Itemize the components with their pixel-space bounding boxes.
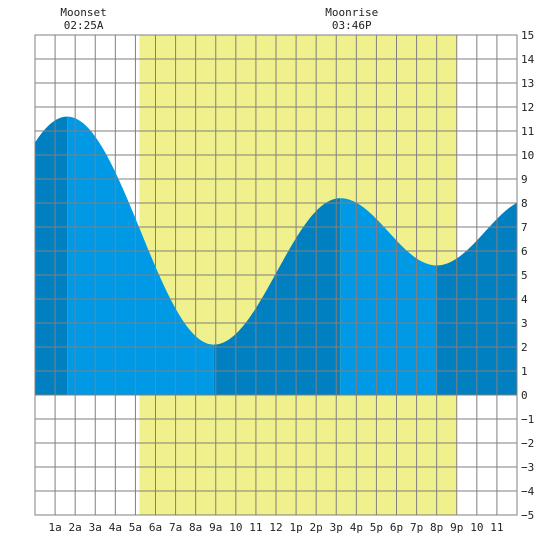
x-tick-label: 3p — [330, 521, 343, 534]
y-tick-label: 0 — [521, 389, 528, 402]
y-tick-label: 2 — [521, 341, 528, 354]
x-tick-label: 1p — [289, 521, 302, 534]
x-tick-label: 10 — [229, 521, 242, 534]
x-tick-label: 7a — [169, 521, 182, 534]
moonset-annotation: Moonset 02:25A — [60, 6, 106, 32]
y-tick-label: 4 — [521, 293, 528, 306]
x-tick-label: 1a — [48, 521, 61, 534]
tide-segment — [35, 116, 68, 395]
y-tick-label: −1 — [521, 413, 534, 426]
x-tick-label: 11 — [490, 521, 503, 534]
y-tick-label: 14 — [521, 53, 535, 66]
x-tick-label: 6p — [390, 521, 403, 534]
x-tick-label: 4p — [350, 521, 363, 534]
vertical-grid — [54, 35, 498, 515]
x-tick-label: 5a — [129, 521, 142, 534]
moonrise-label: Moonrise — [325, 6, 378, 19]
x-tick-label: 2a — [69, 521, 82, 534]
moonrise-time: 03:46P — [332, 19, 372, 32]
y-tick-label: 11 — [521, 125, 534, 138]
x-tick-labels: 1a 2a 3a 4a 5a 6a 7a 8a 9a 10 11 12 1p 2p 3p 4p 5p 6p 7p 8p… — [48, 521, 503, 534]
y-tick-label: 7 — [521, 221, 528, 234]
y-tick-label: −2 — [521, 437, 534, 450]
y-tick-label: 10 — [521, 149, 534, 162]
x-tick-label: 11 — [249, 521, 262, 534]
x-tick-label: 8p — [430, 521, 443, 534]
y-tick-label: 1 — [521, 365, 528, 378]
y-tick-label: 5 — [521, 269, 528, 282]
x-tick-label: 4a — [109, 521, 122, 534]
y-tick-label: −3 — [521, 461, 534, 474]
tide-segment — [67, 116, 214, 395]
y-tick-label: 9 — [521, 173, 528, 186]
x-tick-label: 2p — [310, 521, 323, 534]
y-tick-label: 12 — [521, 101, 534, 114]
y-tick-label: 3 — [521, 317, 528, 330]
moonset-time: 02:25A — [64, 19, 104, 32]
y-tick-label: −5 — [521, 509, 534, 522]
y-tick-label: 8 — [521, 197, 528, 210]
x-tick-label: 5p — [370, 521, 383, 534]
y-tick-label: 6 — [521, 245, 528, 258]
moonset-label: Moonset — [60, 6, 106, 19]
x-tick-label: 12 — [269, 521, 282, 534]
y-tick-label: 15 — [521, 29, 534, 42]
plot-area — [34, 34, 518, 516]
moonrise-annotation: Moonrise 03:46P — [325, 6, 378, 32]
tide-segment — [340, 198, 437, 395]
y-tick-label: −4 — [521, 485, 535, 498]
x-tick-label: 8a — [189, 521, 202, 534]
x-tick-label: 9a — [209, 521, 222, 534]
tide-segment — [213, 198, 341, 395]
x-tick-label: 10 — [470, 521, 483, 534]
x-tick-label: 6a — [149, 521, 162, 534]
x-tick-label: 7p — [410, 521, 423, 534]
y-tick-label: 13 — [521, 77, 534, 90]
x-tick-label: 3a — [89, 521, 102, 534]
plot-border — [34, 34, 518, 516]
x-tick-label: 9p — [450, 521, 463, 534]
